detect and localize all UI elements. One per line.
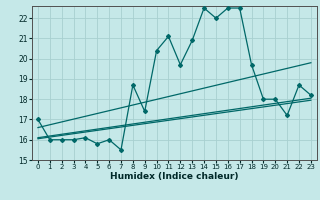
X-axis label: Humidex (Indice chaleur): Humidex (Indice chaleur) <box>110 172 239 181</box>
